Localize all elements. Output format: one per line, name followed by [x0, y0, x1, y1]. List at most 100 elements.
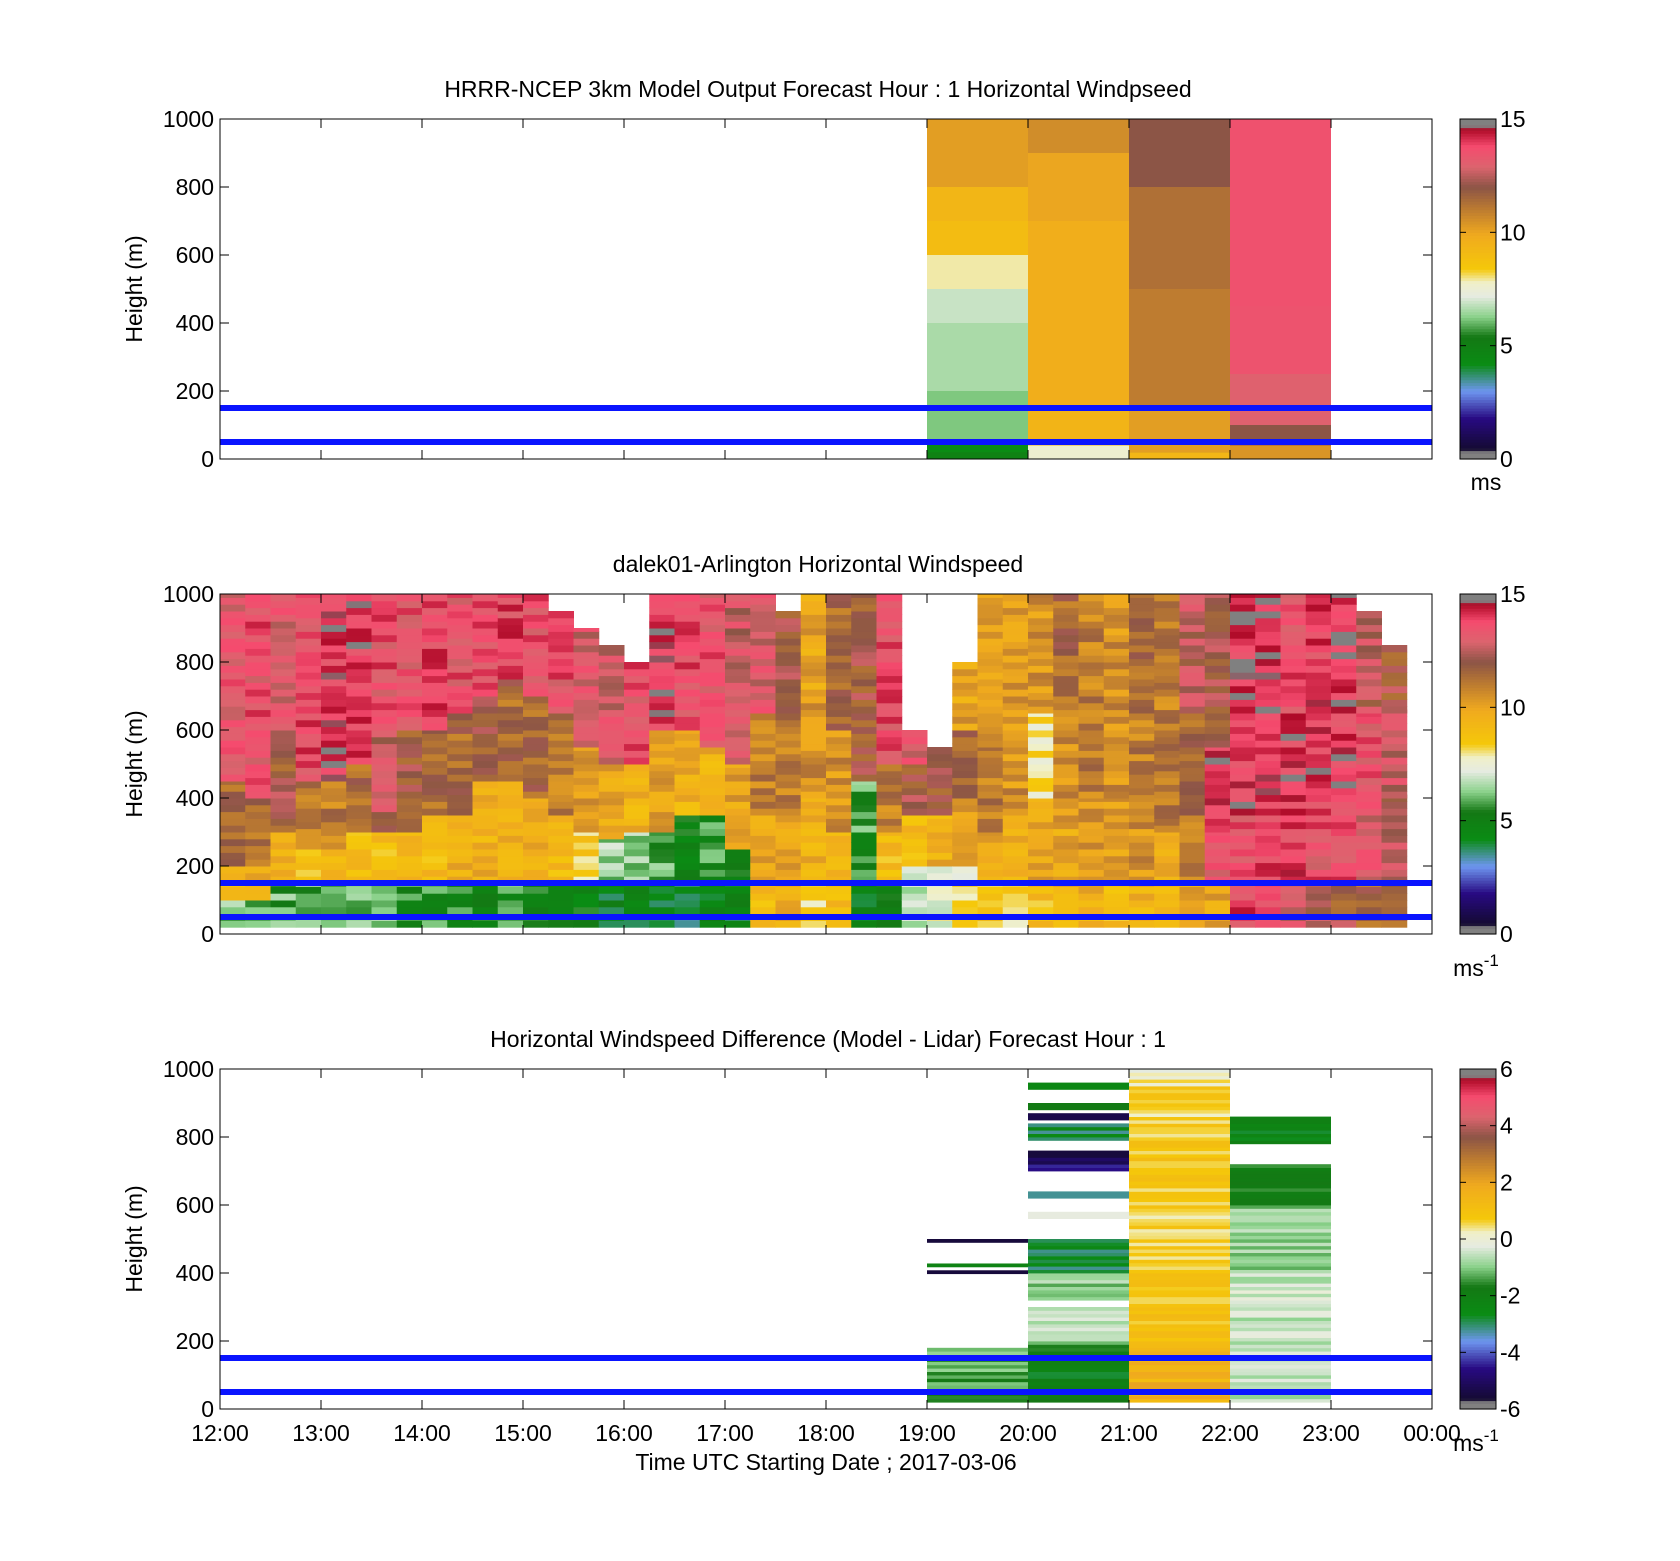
heatmap-cell [1028, 1266, 1129, 1270]
heatmap-cell [1230, 1191, 1331, 1196]
heatmap-cell [649, 648, 675, 656]
heatmap-cell [1129, 1086, 1230, 1090]
heatmap-cell [245, 770, 271, 779]
heatmap-cell [1028, 1293, 1129, 1298]
heatmap-cell [977, 876, 1004, 884]
heatmap-cell [1129, 855, 1155, 864]
heatmap-cell [952, 920, 978, 928]
colorbar-swatch [1460, 715, 1496, 720]
heatmap-cell [396, 920, 423, 928]
colorbar-swatch [1460, 622, 1496, 626]
heatmap-cell [396, 825, 423, 833]
heatmap-cell [775, 760, 802, 768]
heatmap-cell [447, 886, 473, 894]
heatmap-cell [1305, 787, 1332, 796]
heatmap-cell [775, 869, 802, 877]
heatmap-cell [1230, 1347, 1331, 1352]
heatmap-cell [346, 655, 372, 663]
heatmap-cell [750, 594, 776, 598]
heatmap-cell [1028, 1283, 1129, 1287]
heatmap-cell [800, 668, 827, 677]
heatmap-cell [1356, 665, 1382, 673]
heatmap-cell [523, 815, 549, 823]
heatmap-cell [245, 709, 271, 717]
heatmap-cell [1002, 808, 1029, 816]
colorbar-swatch [1460, 1185, 1496, 1189]
heatmap-cell [1305, 821, 1332, 830]
heatmap-cell [371, 614, 398, 622]
heatmap-cell [1179, 733, 1206, 741]
colorbar-swatch [1460, 594, 1496, 598]
heatmap-cell [1129, 869, 1155, 877]
heatmap-cell [1305, 849, 1332, 857]
heatmap-cell [371, 770, 398, 779]
heatmap-cell [927, 1385, 1028, 1389]
heatmap-cell [699, 862, 726, 870]
heatmap-cell [876, 594, 903, 602]
heatmap-cell [1356, 842, 1382, 850]
heatmap-cell [1078, 614, 1105, 622]
heatmap-cell [295, 893, 322, 901]
heatmap-cell [245, 682, 271, 690]
heatmap-cell [1129, 760, 1155, 768]
heatmap-cell [1280, 617, 1307, 626]
heatmap-cell [1230, 1133, 1331, 1138]
heatmap-cell [1028, 1361, 1129, 1366]
heatmap-cell [1002, 634, 1029, 643]
heatmap-cell [1103, 777, 1130, 785]
heatmap-cell [523, 621, 549, 629]
heatmap-cell [1002, 886, 1029, 894]
heatmap-cell [1280, 651, 1307, 660]
heatmap-cell [321, 719, 347, 728]
colorbar-swatch [1460, 673, 1496, 677]
heatmap-cell [447, 706, 473, 714]
heatmap-cell [649, 716, 675, 724]
colorbar-swatch [1460, 917, 1496, 921]
heatmap-cell [220, 920, 246, 928]
heatmap-cell [1129, 781, 1155, 789]
heatmap-cell [1230, 685, 1256, 694]
heatmap-cell [826, 876, 852, 884]
heatmap-cell [725, 628, 751, 636]
heatmap-cell [422, 747, 448, 755]
heatmap-cell [1103, 621, 1130, 629]
colorbar-swatch [1460, 178, 1496, 182]
heatmap-cell [1129, 1177, 1230, 1182]
heatmap-cell [1028, 1307, 1129, 1311]
heatmap-cell [826, 668, 852, 677]
heatmap-cell [1129, 1126, 1230, 1131]
heatmap-cell [1230, 692, 1256, 700]
heatmap-cell [1230, 1225, 1331, 1230]
heatmap-cell [295, 760, 322, 768]
colorbar-swatch [1460, 1304, 1496, 1308]
colorbar-swatch [1460, 829, 1496, 833]
heatmap-cell [598, 842, 625, 850]
heatmap-cell [245, 852, 271, 860]
heatmap-cell [750, 597, 776, 605]
heatmap-cell [674, 740, 701, 748]
heatmap-cell [800, 736, 827, 745]
heatmap-cell [270, 668, 297, 677]
heatmap-cell [1154, 862, 1180, 870]
heatmap-cell [1280, 733, 1307, 741]
heatmap-cell [598, 900, 625, 908]
heatmap-cell [573, 631, 600, 639]
heatmap-cell [1230, 1167, 1331, 1172]
heatmap-cell [1280, 781, 1307, 789]
colorbar-swatch [1460, 905, 1496, 910]
heatmap-cell [674, 781, 701, 789]
heatmap-cell [472, 849, 499, 857]
heatmap-cell [472, 876, 499, 884]
heatmap-cell [422, 662, 448, 670]
heatmap-cell [775, 665, 802, 673]
heatmap-cell [725, 750, 751, 758]
heatmap-cell [472, 808, 499, 816]
heatmap-cell [1053, 876, 1079, 884]
colorbar-swatch [1460, 1207, 1496, 1212]
heatmap-cell [497, 740, 524, 748]
heatmap-cell [523, 770, 549, 779]
heatmap-cell [1028, 1317, 1129, 1321]
heatmap-cell [220, 706, 246, 714]
heatmap-cell [1154, 634, 1180, 643]
heatmap-cell [1381, 706, 1408, 714]
